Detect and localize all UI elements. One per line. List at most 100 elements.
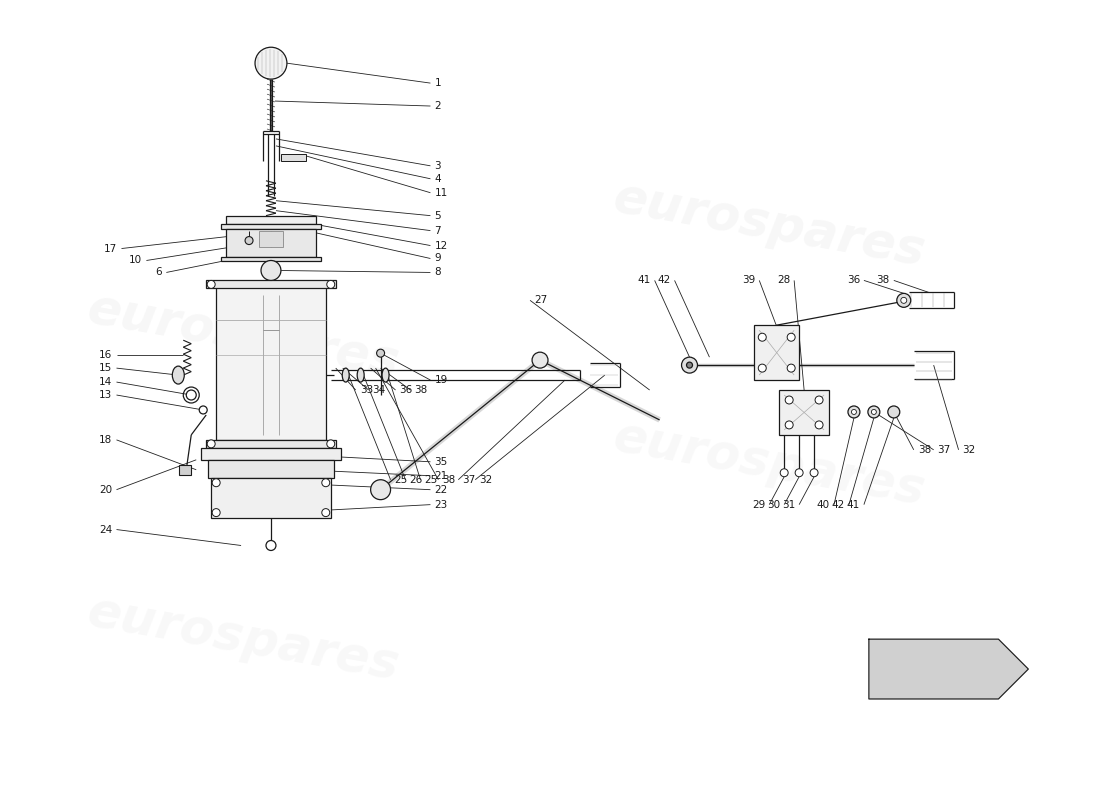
Text: 25: 25 <box>425 474 438 485</box>
Ellipse shape <box>358 368 364 382</box>
Text: 14: 14 <box>99 377 112 387</box>
Text: 37: 37 <box>937 445 950 455</box>
Text: 27: 27 <box>535 295 548 306</box>
Bar <box>227 216 316 224</box>
Text: 42: 42 <box>832 500 845 510</box>
Circle shape <box>327 281 334 288</box>
Circle shape <box>255 47 287 79</box>
Text: 36: 36 <box>399 385 412 395</box>
Circle shape <box>888 406 900 418</box>
Text: 38: 38 <box>442 474 455 485</box>
Text: 37: 37 <box>462 474 475 485</box>
Circle shape <box>788 364 795 372</box>
Circle shape <box>245 237 253 245</box>
Text: 33: 33 <box>360 385 373 395</box>
Text: 36: 36 <box>847 275 860 286</box>
Bar <box>227 229 316 257</box>
Bar <box>258 230 283 246</box>
Circle shape <box>871 410 877 414</box>
Text: 21: 21 <box>434 470 448 481</box>
Text: 31: 31 <box>782 500 795 510</box>
Text: 40: 40 <box>817 500 830 510</box>
Circle shape <box>901 298 906 303</box>
Text: 38: 38 <box>917 445 931 455</box>
Circle shape <box>212 509 220 517</box>
Text: 23: 23 <box>434 500 448 510</box>
Circle shape <box>186 390 196 400</box>
Text: 42: 42 <box>658 275 671 286</box>
Bar <box>206 281 336 288</box>
Text: 2: 2 <box>434 101 441 111</box>
Text: 18: 18 <box>99 435 112 445</box>
Bar <box>217 286 326 440</box>
Text: 29: 29 <box>752 500 766 510</box>
Circle shape <box>815 421 823 429</box>
Text: 1: 1 <box>434 78 441 88</box>
Text: 16: 16 <box>99 350 112 360</box>
Bar <box>211 478 331 518</box>
Text: 25: 25 <box>395 474 408 485</box>
Text: 10: 10 <box>130 255 142 266</box>
Ellipse shape <box>173 366 185 384</box>
Text: 20: 20 <box>99 485 112 494</box>
Circle shape <box>795 469 803 477</box>
Circle shape <box>785 396 793 404</box>
Text: 8: 8 <box>434 267 441 278</box>
Circle shape <box>785 421 793 429</box>
Text: 4: 4 <box>434 174 441 184</box>
Text: 32: 32 <box>480 474 493 485</box>
Circle shape <box>686 362 693 368</box>
Circle shape <box>758 334 767 342</box>
Text: eurospares: eurospares <box>84 285 403 387</box>
Text: 35: 35 <box>434 457 448 466</box>
Text: eurospares: eurospares <box>609 174 930 276</box>
Text: 34: 34 <box>373 385 386 395</box>
Bar <box>755 326 799 380</box>
Circle shape <box>371 480 390 500</box>
Text: 38: 38 <box>415 385 428 395</box>
Text: eurospares: eurospares <box>609 413 930 515</box>
Text: 13: 13 <box>99 390 112 400</box>
Circle shape <box>532 352 548 368</box>
Text: 32: 32 <box>962 445 976 455</box>
Circle shape <box>212 478 220 486</box>
Text: 9: 9 <box>434 254 441 263</box>
Text: 19: 19 <box>434 375 448 385</box>
Text: 6: 6 <box>156 267 163 278</box>
Circle shape <box>848 406 860 418</box>
Text: 12: 12 <box>434 241 448 250</box>
Bar <box>779 390 829 435</box>
Text: 5: 5 <box>434 210 441 221</box>
Text: 22: 22 <box>434 485 448 494</box>
Circle shape <box>266 541 276 550</box>
Circle shape <box>896 294 911 307</box>
Circle shape <box>327 440 334 448</box>
Circle shape <box>261 261 280 281</box>
Text: 26: 26 <box>409 474 422 485</box>
Text: 39: 39 <box>742 275 756 286</box>
Bar <box>221 257 321 262</box>
Text: 38: 38 <box>877 275 890 286</box>
Text: 7: 7 <box>434 226 441 235</box>
Circle shape <box>376 349 385 357</box>
Circle shape <box>851 410 857 414</box>
Bar <box>280 154 306 161</box>
Circle shape <box>207 440 216 448</box>
Text: 30: 30 <box>767 500 780 510</box>
Bar <box>201 448 341 460</box>
Bar <box>208 460 333 478</box>
Text: 28: 28 <box>777 275 790 286</box>
Text: 3: 3 <box>434 161 441 171</box>
Bar <box>179 465 191 474</box>
Text: 15: 15 <box>99 363 112 373</box>
Text: 41: 41 <box>637 275 650 286</box>
Circle shape <box>682 357 697 373</box>
Circle shape <box>810 469 818 477</box>
Circle shape <box>780 469 789 477</box>
Text: 41: 41 <box>847 500 860 510</box>
Polygon shape <box>869 639 1028 699</box>
Ellipse shape <box>382 368 389 382</box>
Circle shape <box>322 509 330 517</box>
Text: 17: 17 <box>104 243 118 254</box>
Circle shape <box>868 406 880 418</box>
